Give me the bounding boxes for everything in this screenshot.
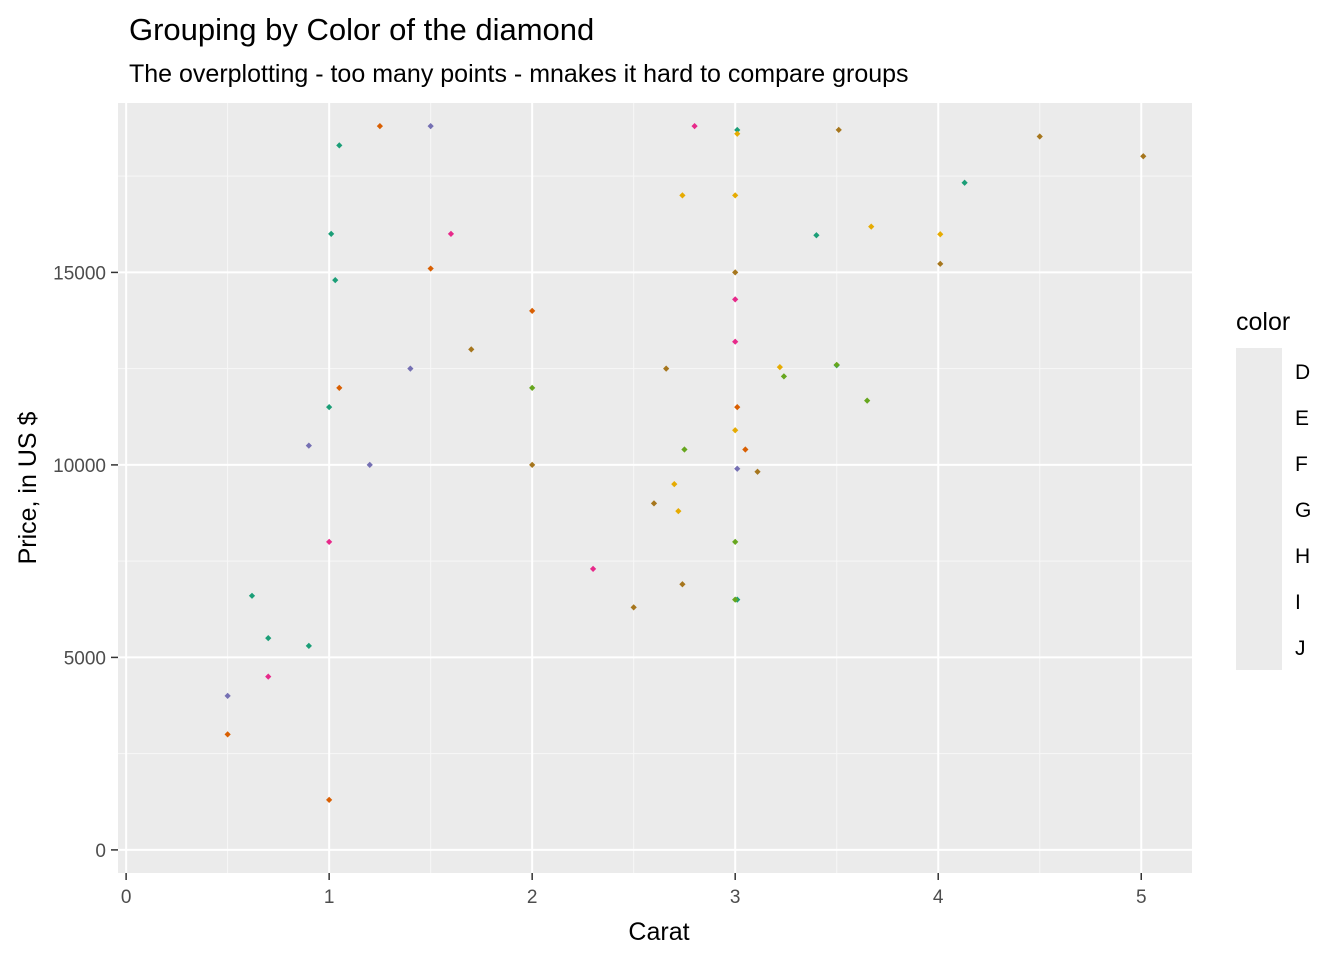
data-point <box>326 538 333 546</box>
data-point <box>336 142 343 149</box>
data-point <box>305 442 312 449</box>
y-tick-label: 15000 <box>53 263 106 284</box>
legend-key-background <box>1236 348 1282 670</box>
legend-title: color <box>1236 308 1291 336</box>
data-point <box>529 307 536 315</box>
data-point <box>732 538 739 546</box>
chart-title: Grouping by Color of the diamond <box>129 12 595 47</box>
data-point <box>468 346 475 353</box>
data-point <box>734 404 741 411</box>
data-point <box>265 635 272 642</box>
legend-label-I: I <box>1295 591 1301 614</box>
chart-subtitle: The overplotting - too many points - mna… <box>129 60 909 88</box>
plot-panel <box>118 103 1192 873</box>
data-point <box>776 363 783 371</box>
data-point <box>732 269 739 276</box>
data-point <box>332 276 339 284</box>
axes: 0 1 2 3 4 5 0 5000 10000 15000 <box>53 263 1146 908</box>
data-point <box>265 673 272 680</box>
legend-label-E: E <box>1295 407 1310 430</box>
data-point <box>663 365 670 372</box>
y-tick-label: 0 <box>95 841 106 862</box>
data-point <box>650 500 658 507</box>
data-point <box>427 265 434 272</box>
legend-label-J: J <box>1295 637 1306 660</box>
x-tick-label: 2 <box>527 887 538 908</box>
y-tick-label: 5000 <box>64 648 106 669</box>
y-tick-label: 10000 <box>53 456 106 477</box>
data-point <box>679 581 686 588</box>
x-tick-label: 1 <box>324 887 335 908</box>
data-point <box>1140 153 1147 160</box>
series-J <box>468 126 1147 611</box>
data-point <box>833 361 840 368</box>
data-point <box>427 122 434 130</box>
x-tick-label: 3 <box>730 887 741 908</box>
data-point <box>366 461 373 469</box>
data-point <box>529 461 536 469</box>
y-axis-label: Price, in US $ <box>14 411 42 564</box>
x-tick-label: 0 <box>121 887 132 908</box>
major-grid <box>118 103 1192 873</box>
legend-label-F: F <box>1295 453 1308 476</box>
legend-label-H: H <box>1295 545 1311 568</box>
data-point <box>326 404 333 411</box>
data-point <box>336 384 343 392</box>
data-point <box>1036 133 1043 140</box>
x-axis-label: Carat <box>628 918 689 946</box>
legend-label-D: D <box>1295 361 1311 384</box>
x-tick-label: 5 <box>1136 887 1147 908</box>
data-point <box>732 596 739 603</box>
data-point <box>671 481 678 488</box>
legend-label-G: G <box>1295 499 1312 522</box>
x-tick-label: 4 <box>933 887 944 908</box>
data-point <box>407 365 414 372</box>
data-point <box>589 565 597 572</box>
data-point <box>630 604 637 611</box>
data-point <box>529 384 536 392</box>
minor-grid <box>118 103 1192 873</box>
